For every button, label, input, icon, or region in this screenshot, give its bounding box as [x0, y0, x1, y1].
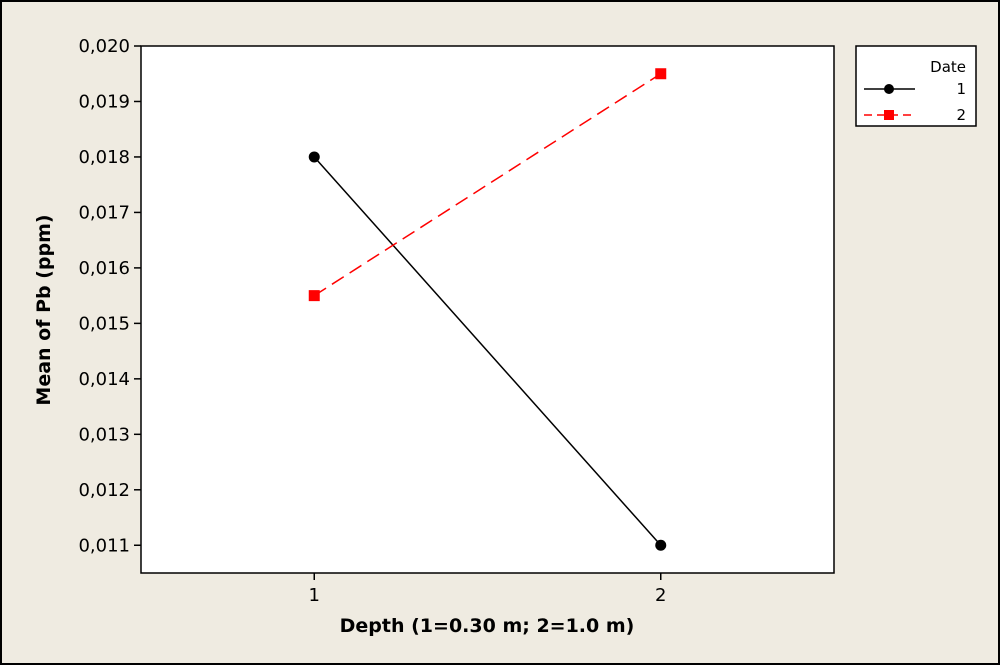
data-point-1	[308, 151, 320, 163]
legend-entries: 12	[864, 80, 966, 124]
x-tick-label: 1	[309, 585, 320, 606]
y-tick-label: 0,020	[78, 36, 130, 57]
y-tick-label: 0,017	[78, 202, 130, 223]
legend: Date 12	[855, 45, 977, 127]
legend-marker-1	[884, 84, 894, 94]
legend-marker-2	[884, 110, 894, 120]
legend-title: Date	[930, 58, 966, 76]
y-axis-title: Mean of Pb (ppm)	[33, 214, 55, 405]
y-tick-label: 0,019	[78, 91, 130, 112]
data-point-1	[655, 539, 667, 551]
plot-area	[140, 45, 835, 574]
y-tick-label: 0,018	[78, 147, 130, 168]
x-axis-title: Depth (1=0.30 m; 2=1.0 m)	[340, 615, 635, 637]
legend-label-1: 1	[956, 80, 966, 98]
data-point-2	[308, 290, 320, 302]
y-tick-label: 0,012	[78, 480, 130, 501]
data-point-2	[655, 68, 667, 80]
y-axis: 0,011 0,012 0,013 0,014 0,015 0,016 0,017 0,018…	[78, 36, 141, 556]
legend-label-2: 2	[956, 106, 966, 124]
y-tick-label: 0,014	[78, 369, 130, 390]
legend-box	[855, 45, 977, 127]
y-tick-label: 0,016	[78, 258, 130, 279]
y-tick-label: 0,011	[78, 535, 130, 556]
y-tick-label: 0,013	[78, 424, 130, 445]
y-tick-label: 0,015	[78, 313, 130, 334]
series-line-2	[313, 73, 662, 297]
series-layer	[308, 68, 667, 551]
x-tick-label: 2	[655, 585, 666, 606]
series-line-1	[313, 156, 662, 546]
